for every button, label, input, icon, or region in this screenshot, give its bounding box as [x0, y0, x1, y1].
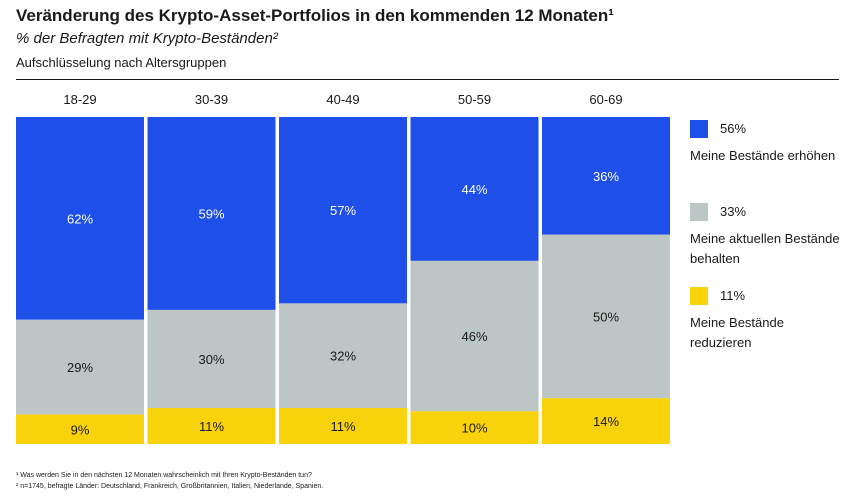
category-label: 40-49 [326, 92, 359, 107]
category-label: 18-29 [63, 92, 96, 107]
legend-value-hold: 33% [720, 204, 746, 219]
data-label: 14% [593, 414, 619, 429]
legend-swatch-reduce [690, 287, 708, 305]
data-label: 59% [198, 206, 224, 221]
data-label: 57% [330, 203, 356, 218]
data-label: 50% [593, 309, 619, 324]
data-label: 11% [199, 419, 224, 434]
data-label: 29% [67, 360, 93, 375]
legend-swatch-increase [690, 120, 708, 138]
category-label: 50-59 [458, 92, 491, 107]
data-label: 10% [461, 421, 487, 436]
category-label: 30-39 [195, 92, 228, 107]
data-label: 9% [71, 422, 90, 437]
data-label: 44% [461, 182, 487, 197]
data-label: 62% [67, 211, 93, 226]
footnote-2: ² n=1745, befragte Länder: Deutschland, … [16, 481, 323, 492]
data-label: 30% [198, 352, 224, 367]
legend-swatch-hold [690, 203, 708, 221]
data-label: 32% [330, 349, 356, 364]
footnotes: ¹ Was werden Sie in den nächsten 12 Mona… [16, 470, 323, 492]
legend-value-increase: 56% [720, 121, 746, 136]
data-label: 46% [461, 329, 487, 344]
legend-label-reduce: Meine Bestände reduzieren [690, 313, 840, 353]
legend-value-reduce: 11% [720, 288, 745, 303]
footnote-1: ¹ Was werden Sie in den nächsten 12 Mona… [16, 470, 323, 481]
legend-label-hold: Meine aktuellen Bestände behalten [690, 229, 840, 269]
category-label: 60-69 [589, 92, 622, 107]
legend-label-increase: Meine Bestände erhöhen [690, 146, 840, 166]
data-label: 36% [593, 169, 619, 184]
data-label: 11% [330, 419, 355, 434]
